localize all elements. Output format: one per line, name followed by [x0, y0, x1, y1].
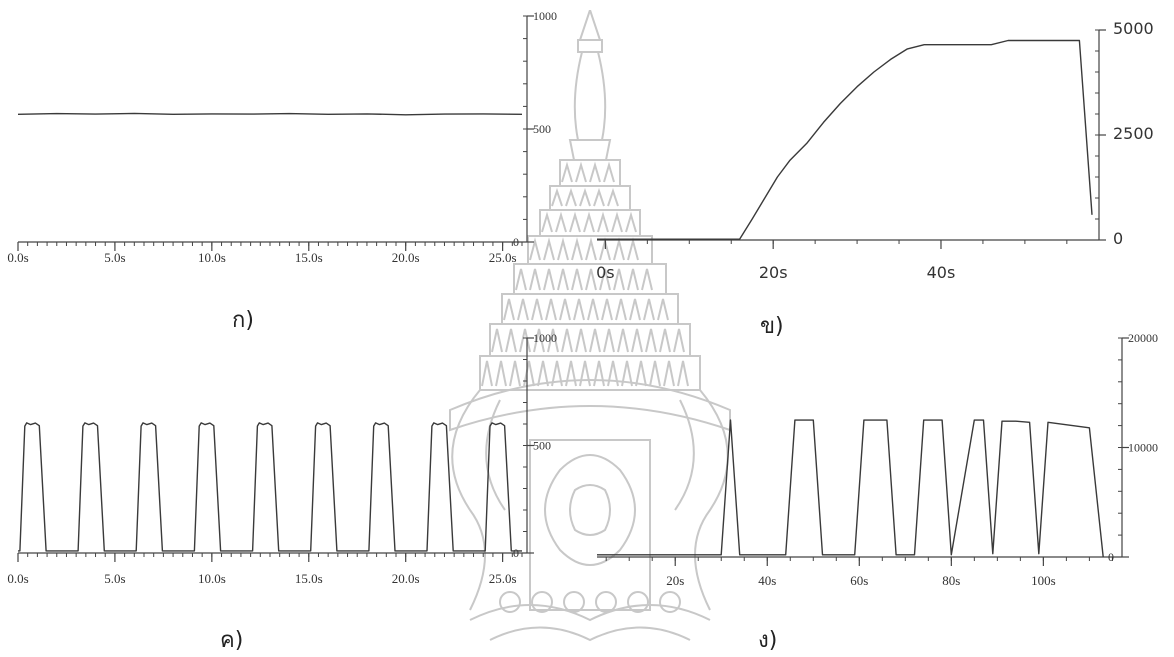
x-tick-label-a: 25.0s: [489, 250, 517, 265]
series-line-c: [18, 422, 522, 552]
x-tick-label-b: 20s: [759, 263, 788, 282]
x-tick-label-c: 5.0s: [104, 571, 125, 586]
x-tick-label-c: 10.0s: [198, 571, 226, 586]
y-tick-label-d: 20000: [1128, 331, 1158, 345]
series-line-b: [597, 39, 1093, 240]
x-tick-label-c: 0.0s: [7, 571, 28, 586]
x-tick-label-d: 60s: [850, 573, 868, 588]
y-tick-label-b: 2500: [1113, 124, 1154, 143]
y-tick-label-c: 1000: [533, 331, 557, 345]
x-tick-label-d: 80s: [942, 573, 960, 588]
y-tick-label-c: 500: [533, 439, 551, 453]
x-tick-label-a: 20.0s: [392, 250, 420, 265]
x-tick-label-c: 20.0s: [392, 571, 420, 586]
x-tick-label-c: 25.0s: [489, 571, 517, 586]
x-tick-label-a: 15.0s: [295, 250, 323, 265]
x-tick-label-b: 40s: [927, 263, 956, 282]
y-tick-label-d: 0: [1108, 550, 1114, 564]
chart-b: 0s 20s 40s 0 2500 5000: [596, 19, 1154, 282]
y-tick-label-d: 10000: [1128, 441, 1158, 455]
y-tick-label-c: 0: [513, 546, 519, 560]
university-seal-icon: [449, 10, 731, 642]
caption-b: ข): [760, 314, 784, 339]
x-tick-label-b: 0s: [596, 263, 615, 282]
chart-c: 0.0s 5.0s 10.0s 15.0s 20.0s 25.0s 0 500 1000: [7, 331, 557, 586]
y-tick-label-b: 0: [1113, 229, 1123, 248]
x-tick-label-d: 100s: [1031, 573, 1056, 588]
x-tick-label-a: 0.0s: [7, 250, 28, 265]
caption-d: ง): [758, 628, 778, 653]
chart-d: 20s 40s 60s 80s 100s 0 10000 20000: [597, 331, 1158, 588]
caption-a: ก): [232, 308, 254, 333]
x-tick-label-a: 5.0s: [104, 250, 125, 265]
x-tick-label-d: 20s: [666, 573, 684, 588]
y-tick-label-a: 0: [513, 235, 519, 249]
y-tick-label-b: 5000: [1113, 19, 1154, 38]
x-tick-label-a: 10.0s: [198, 250, 226, 265]
y-tick-label-a: 500: [533, 122, 551, 136]
y-tick-label-a: 1000: [533, 9, 557, 23]
x-tick-label-d: 40s: [758, 573, 776, 588]
chart-a: 0.0s 5.0s 10.0s 15.0s 20.0s 25.0s0 500 1000: [7, 9, 557, 265]
series-line-d: [597, 419, 1104, 558]
caption-c: ค): [220, 628, 244, 653]
series-line-a: [17, 112, 523, 116]
x-tick-label-c: 15.0s: [295, 571, 323, 586]
